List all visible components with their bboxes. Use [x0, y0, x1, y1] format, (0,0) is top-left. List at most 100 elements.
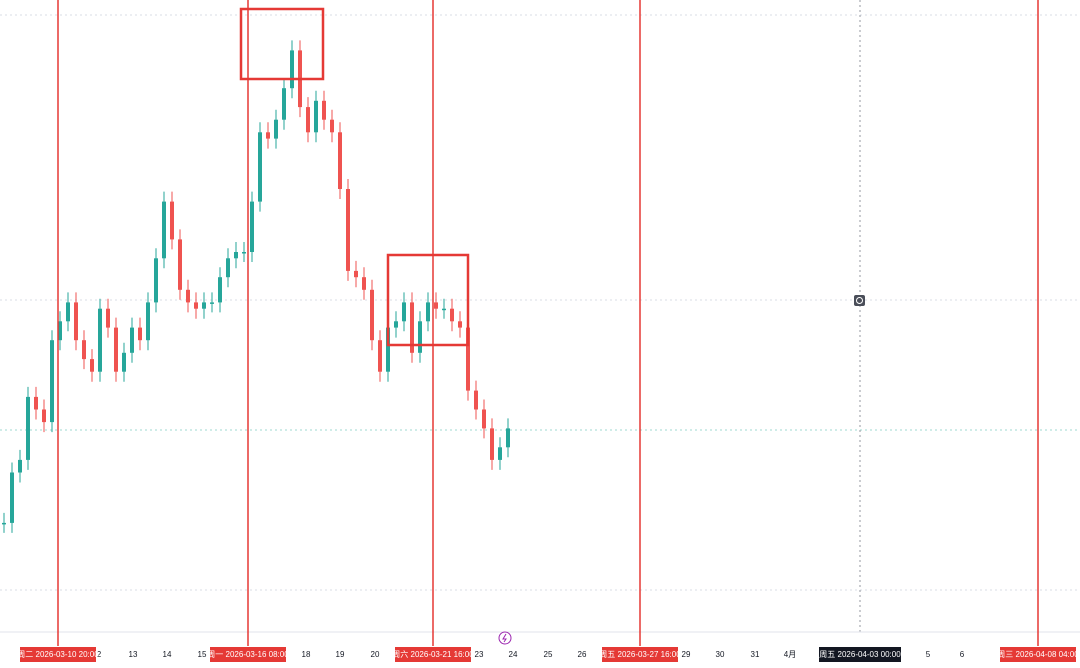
candle-body	[74, 302, 78, 341]
candle-body	[106, 308, 110, 328]
x-tick-label: 5	[926, 650, 931, 659]
x-tick-label: 30	[716, 650, 725, 659]
marker-label: 周二 2026-03-10 20:00	[17, 650, 99, 659]
marker-label-bg	[602, 647, 678, 662]
x-tick-label: 24	[509, 650, 518, 659]
candle-body	[490, 428, 494, 460]
marker-label: 周一 2026-03-16 08:00	[207, 650, 289, 659]
candle-body	[290, 50, 294, 89]
candle-body	[314, 100, 318, 133]
x-tick-label: 31	[751, 650, 760, 659]
candle-body	[498, 447, 502, 460]
candle-body	[18, 459, 22, 473]
candle-body	[258, 132, 262, 202]
candle-body	[282, 88, 286, 120]
candle-body	[266, 132, 270, 139]
candle-body	[170, 201, 174, 240]
candle-body	[2, 522, 6, 525]
candle-body	[466, 327, 470, 391]
x-tick-label: 13	[129, 650, 138, 659]
candle-body	[146, 302, 150, 341]
candle-body	[410, 302, 414, 353]
candle-body	[330, 119, 334, 133]
candle-body	[42, 409, 46, 423]
candle-body	[234, 252, 238, 259]
candle-body	[122, 352, 126, 372]
candle-body	[66, 302, 70, 322]
marker-label: 周六 2026-03-21 16:00	[392, 649, 474, 659]
candle-body	[394, 321, 398, 328]
x-tick-label: 29	[682, 650, 691, 659]
marker-label: 周五 2026-03-27 16:00	[599, 650, 681, 659]
candle-body	[242, 252, 246, 254]
candle-body	[10, 472, 14, 523]
crosshair-button[interactable]	[854, 295, 865, 306]
candle-body	[50, 340, 54, 423]
x-tick-label: 25	[544, 650, 553, 659]
candle-body	[418, 321, 422, 353]
candle-body	[458, 321, 462, 328]
candle-body	[274, 119, 278, 139]
x-tick-label: 20	[371, 650, 380, 659]
x-tick-label: 14	[163, 650, 172, 659]
candle-body	[306, 107, 310, 133]
candle-body	[210, 302, 214, 304]
candle-body	[482, 409, 486, 429]
highlight-box	[239, 7, 325, 81]
candle-body	[202, 302, 206, 309]
candle-body	[426, 302, 430, 322]
x-tick-label: 6	[960, 650, 965, 659]
x-tick-label: 26	[578, 650, 587, 659]
marker-lines	[57, 0, 1039, 646]
lightning-icon	[502, 633, 507, 643]
x-tick-label: 19	[336, 650, 345, 659]
marker-label-bg	[20, 647, 96, 662]
candle-body	[130, 327, 134, 353]
candle-body	[98, 308, 102, 372]
marker-label: 周三 2026-04-08 04:00	[997, 650, 1079, 659]
candle-body	[474, 390, 478, 410]
candle-body	[362, 277, 366, 290]
grid	[0, 0, 1080, 632]
candle-body	[402, 302, 406, 322]
candle-body	[194, 302, 198, 309]
x-tick-label: 23	[475, 650, 484, 659]
annotations	[239, 7, 470, 347]
candle-body	[506, 428, 510, 448]
crosshair-icon	[856, 297, 863, 304]
candle-body	[114, 327, 118, 372]
x-tick-label: 15	[198, 650, 207, 659]
crosshair-label: 周五 2026-04-03 00:00	[819, 650, 901, 659]
candle-body	[434, 302, 438, 309]
candle-body	[162, 201, 166, 259]
candle-body	[90, 359, 94, 372]
x-tick-label: 18	[302, 650, 311, 659]
candle-body	[378, 340, 382, 372]
candle-body	[354, 270, 358, 278]
candle-body	[34, 396, 38, 410]
candle-body	[58, 321, 62, 341]
candle-body	[442, 308, 446, 311]
x-tick-label: 2	[97, 650, 102, 659]
marker-label-bg	[395, 647, 471, 662]
candle-body	[154, 258, 158, 303]
candle-body	[186, 289, 190, 303]
candle-body	[338, 132, 342, 189]
candle-body	[370, 289, 374, 341]
lightning-button[interactable]	[498, 631, 512, 645]
candle-body	[82, 340, 86, 360]
crosshair-label-bg	[819, 647, 901, 662]
candle-body	[346, 189, 350, 271]
marker-label-bg	[210, 647, 286, 662]
time-axis: 2 13 14 15 18 19 20 23 24 25 26 29 30 31 4月 5 6 周二 2026-0…	[17, 647, 1079, 662]
candle-body	[178, 239, 182, 290]
candle-body	[386, 327, 390, 372]
candle-body	[138, 327, 142, 341]
marker-label-bg	[1000, 647, 1076, 662]
candle-body	[322, 100, 326, 120]
x-tick-label: 4月	[784, 650, 796, 659]
candle-body	[250, 201, 254, 252]
candle-body	[218, 277, 222, 303]
candles	[2, 40, 510, 533]
